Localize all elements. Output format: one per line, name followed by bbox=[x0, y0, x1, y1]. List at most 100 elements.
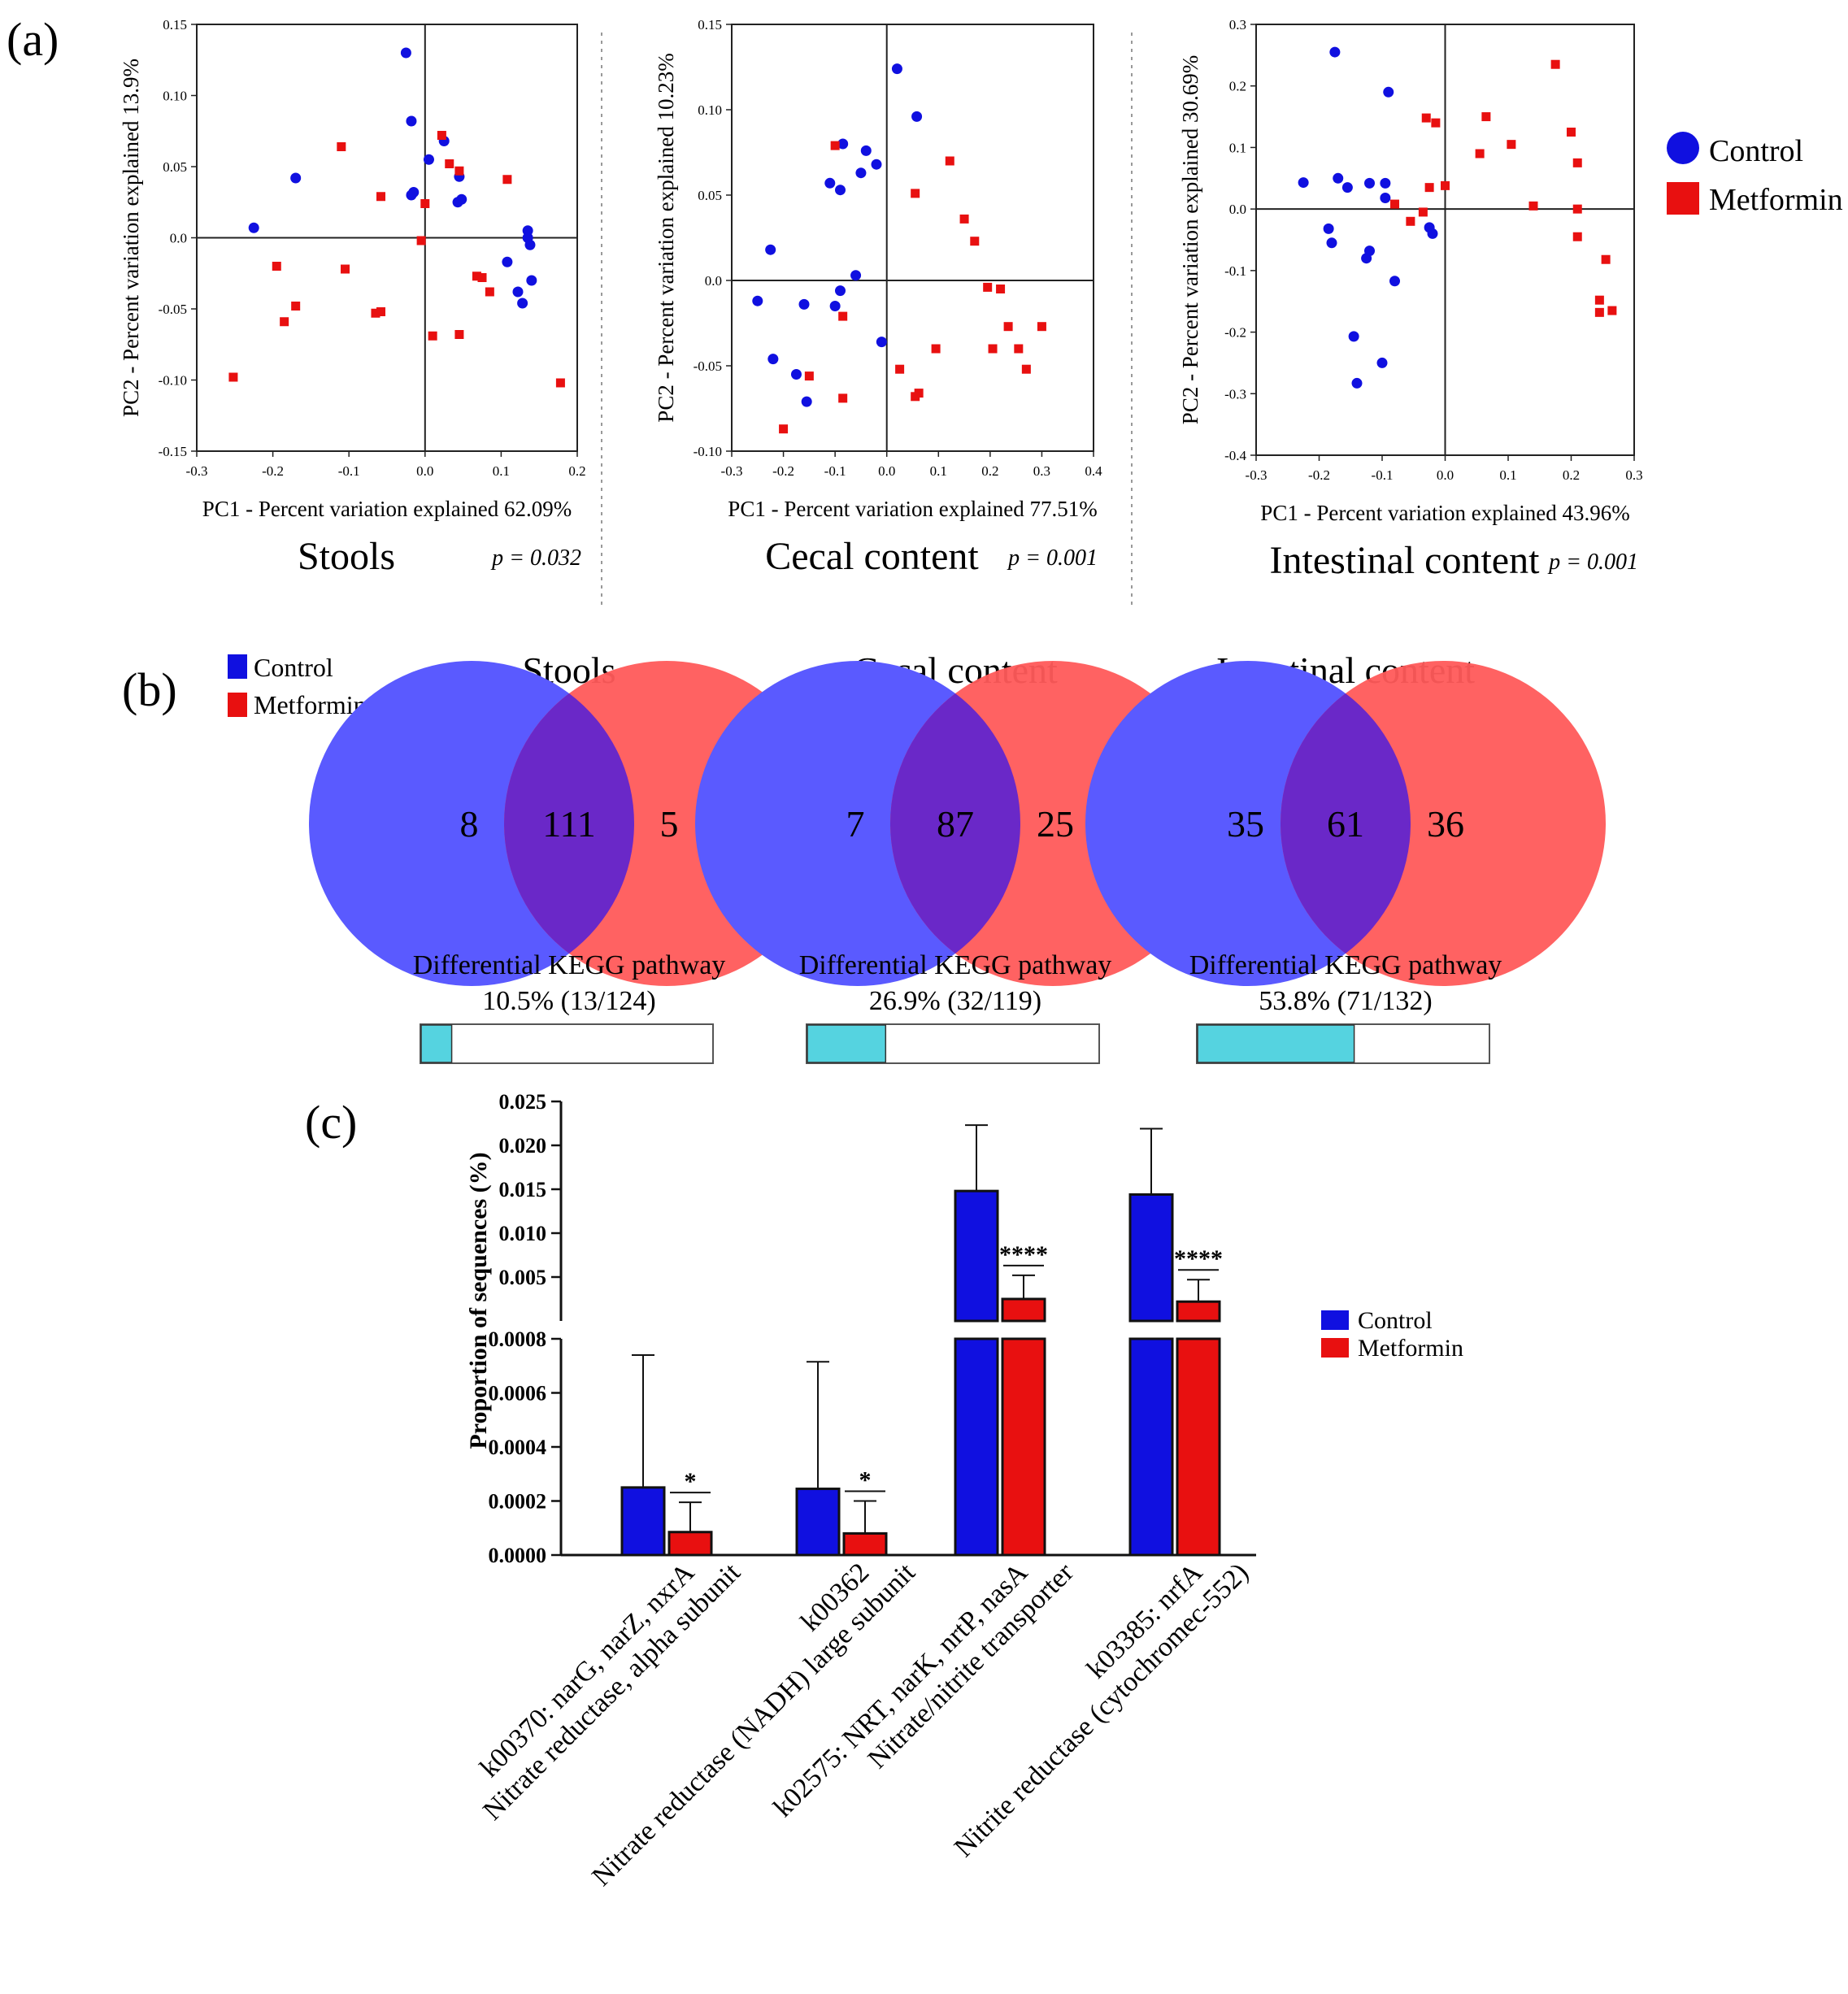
x-tick-label: 0.1 bbox=[930, 463, 947, 479]
x-tick-label: 0.2 bbox=[568, 463, 585, 479]
y-tick-label: -0.1 bbox=[1224, 263, 1246, 279]
p-value: p = 0.001 bbox=[1007, 545, 1098, 571]
venn-count-shared: 61 bbox=[1327, 803, 1364, 845]
legend-metformin-label: Metformin bbox=[254, 690, 367, 719]
metformin-point bbox=[420, 199, 430, 208]
fraction-bar-fill bbox=[807, 1024, 887, 1063]
y-tick-label: -0.2 bbox=[1224, 325, 1246, 341]
metformin-point bbox=[555, 378, 565, 388]
control-point bbox=[790, 369, 802, 380]
x-tick-label: -0.3 bbox=[721, 463, 743, 479]
y-tick-label: 0.10 bbox=[698, 102, 722, 118]
metformin-point bbox=[280, 317, 289, 327]
control-point bbox=[860, 145, 872, 156]
venn-count-control-only: 35 bbox=[1227, 803, 1264, 845]
y-tick-label: -0.3 bbox=[1224, 386, 1246, 402]
venn-caption: Differential KEGG pathway bbox=[799, 950, 1112, 980]
control-point bbox=[837, 138, 849, 150]
y-tick-label: 0.1 bbox=[1229, 140, 1246, 155]
legend-control-marker bbox=[1321, 1310, 1349, 1330]
control-point bbox=[1341, 182, 1353, 193]
control-point bbox=[1361, 253, 1372, 264]
control-point bbox=[400, 47, 411, 59]
x-tick-label: 0.2 bbox=[1563, 467, 1580, 483]
legend-metformin-marker bbox=[228, 693, 247, 717]
metformin-point bbox=[1424, 183, 1434, 193]
legend-metformin-marker bbox=[1667, 182, 1699, 215]
metformin-bar-upper bbox=[1001, 1297, 1046, 1323]
x-tick-label: 0.1 bbox=[493, 463, 510, 479]
metformin-point bbox=[988, 344, 998, 354]
x-tick-label: 0.4 bbox=[1085, 463, 1102, 479]
metformin-point bbox=[983, 282, 993, 292]
control-point bbox=[850, 270, 862, 281]
bar-chart-kegg: 0.005 0.010 0.015 0.020 0.025 0.0000 0.0002 0.0… bbox=[465, 1090, 1256, 1892]
control-point bbox=[824, 177, 836, 189]
venn-count-shared: 111 bbox=[542, 803, 596, 845]
metformin-point bbox=[291, 302, 301, 311]
y-tick-label: 0.0006 bbox=[489, 1382, 547, 1405]
control-point bbox=[248, 222, 259, 233]
significance-label: **** bbox=[999, 1241, 1048, 1268]
control-bar-lower bbox=[954, 1337, 999, 1557]
metformin-point bbox=[477, 273, 487, 282]
x-tick-label: 0.2 bbox=[981, 463, 998, 479]
metformin-point bbox=[272, 262, 281, 271]
y-tick-label: -0.05 bbox=[694, 358, 722, 374]
metformin-point bbox=[1481, 112, 1491, 122]
metformin-point bbox=[1431, 118, 1441, 128]
x-axis-title: PC1 - Percent variation explained 43.96% bbox=[1260, 501, 1629, 525]
control-point bbox=[408, 187, 420, 198]
metformin-point bbox=[945, 156, 954, 166]
pcoa-cecal-plot: -0.3 -0.2 -0.1 0.0 0.1 0.2 0.3 0.4 -0.10 -0.05 0.0… bbox=[654, 17, 1102, 578]
venn-fraction-text: 53.8% (71/132) bbox=[1259, 986, 1432, 1016]
control-point bbox=[423, 154, 434, 165]
y-tick-label: 0.10 bbox=[163, 89, 187, 104]
control-point bbox=[752, 295, 763, 306]
control-point bbox=[855, 167, 867, 179]
metformin-bar bbox=[667, 1531, 713, 1557]
control-bar-upper bbox=[1128, 1192, 1174, 1323]
control-point bbox=[517, 298, 528, 309]
control-bar-lower bbox=[1128, 1337, 1174, 1557]
venn-count-metformin-only: 36 bbox=[1427, 803, 1464, 845]
fraction-bar-track bbox=[420, 1023, 714, 1064]
x-tick-label: -0.3 bbox=[186, 463, 208, 479]
legend-panel-c: Control Metformin bbox=[1321, 1307, 1463, 1362]
legend-metformin-label: Metformin bbox=[1358, 1335, 1463, 1362]
y-tick-label: 0.15 bbox=[698, 17, 722, 33]
control-point bbox=[835, 185, 846, 196]
control-point bbox=[524, 239, 536, 250]
control-point bbox=[765, 244, 776, 255]
metformin-point bbox=[838, 393, 848, 403]
metformin-point bbox=[337, 142, 346, 151]
y-tick-label: 0.0008 bbox=[489, 1327, 547, 1351]
y-tick-label: 0.0 bbox=[1229, 202, 1246, 217]
metformin-point bbox=[1607, 306, 1617, 315]
metformin-point bbox=[911, 189, 920, 198]
control-bar-upper bbox=[954, 1189, 999, 1323]
metformin-point bbox=[1021, 364, 1031, 374]
metformin-bar-upper bbox=[1176, 1300, 1221, 1323]
plot-frame bbox=[731, 24, 1094, 452]
control-point bbox=[911, 111, 923, 122]
control-point bbox=[1298, 177, 1309, 189]
metformin-point bbox=[996, 285, 1006, 293]
p-value: p = 0.032 bbox=[490, 545, 581, 571]
y-tick-label: 0.05 bbox=[698, 188, 722, 203]
control-point bbox=[526, 275, 537, 286]
control-point bbox=[456, 193, 467, 205]
legend-control-label: Control bbox=[1709, 134, 1803, 168]
legend-control-label: Control bbox=[254, 653, 333, 682]
control-point bbox=[1427, 228, 1438, 239]
metformin-point bbox=[1528, 201, 1538, 211]
y-tick-label: 0.05 bbox=[163, 159, 187, 175]
fraction-bar-fill bbox=[420, 1024, 453, 1063]
metformin-point bbox=[454, 330, 464, 339]
metformin-bar-lower bbox=[1176, 1337, 1221, 1557]
legend-metformin-marker bbox=[1321, 1338, 1349, 1358]
metformin-point bbox=[931, 344, 941, 354]
y-tick-label: -0.10 bbox=[159, 373, 187, 389]
metformin-point bbox=[1572, 232, 1582, 241]
y-tick-label: 0.025 bbox=[499, 1090, 547, 1114]
